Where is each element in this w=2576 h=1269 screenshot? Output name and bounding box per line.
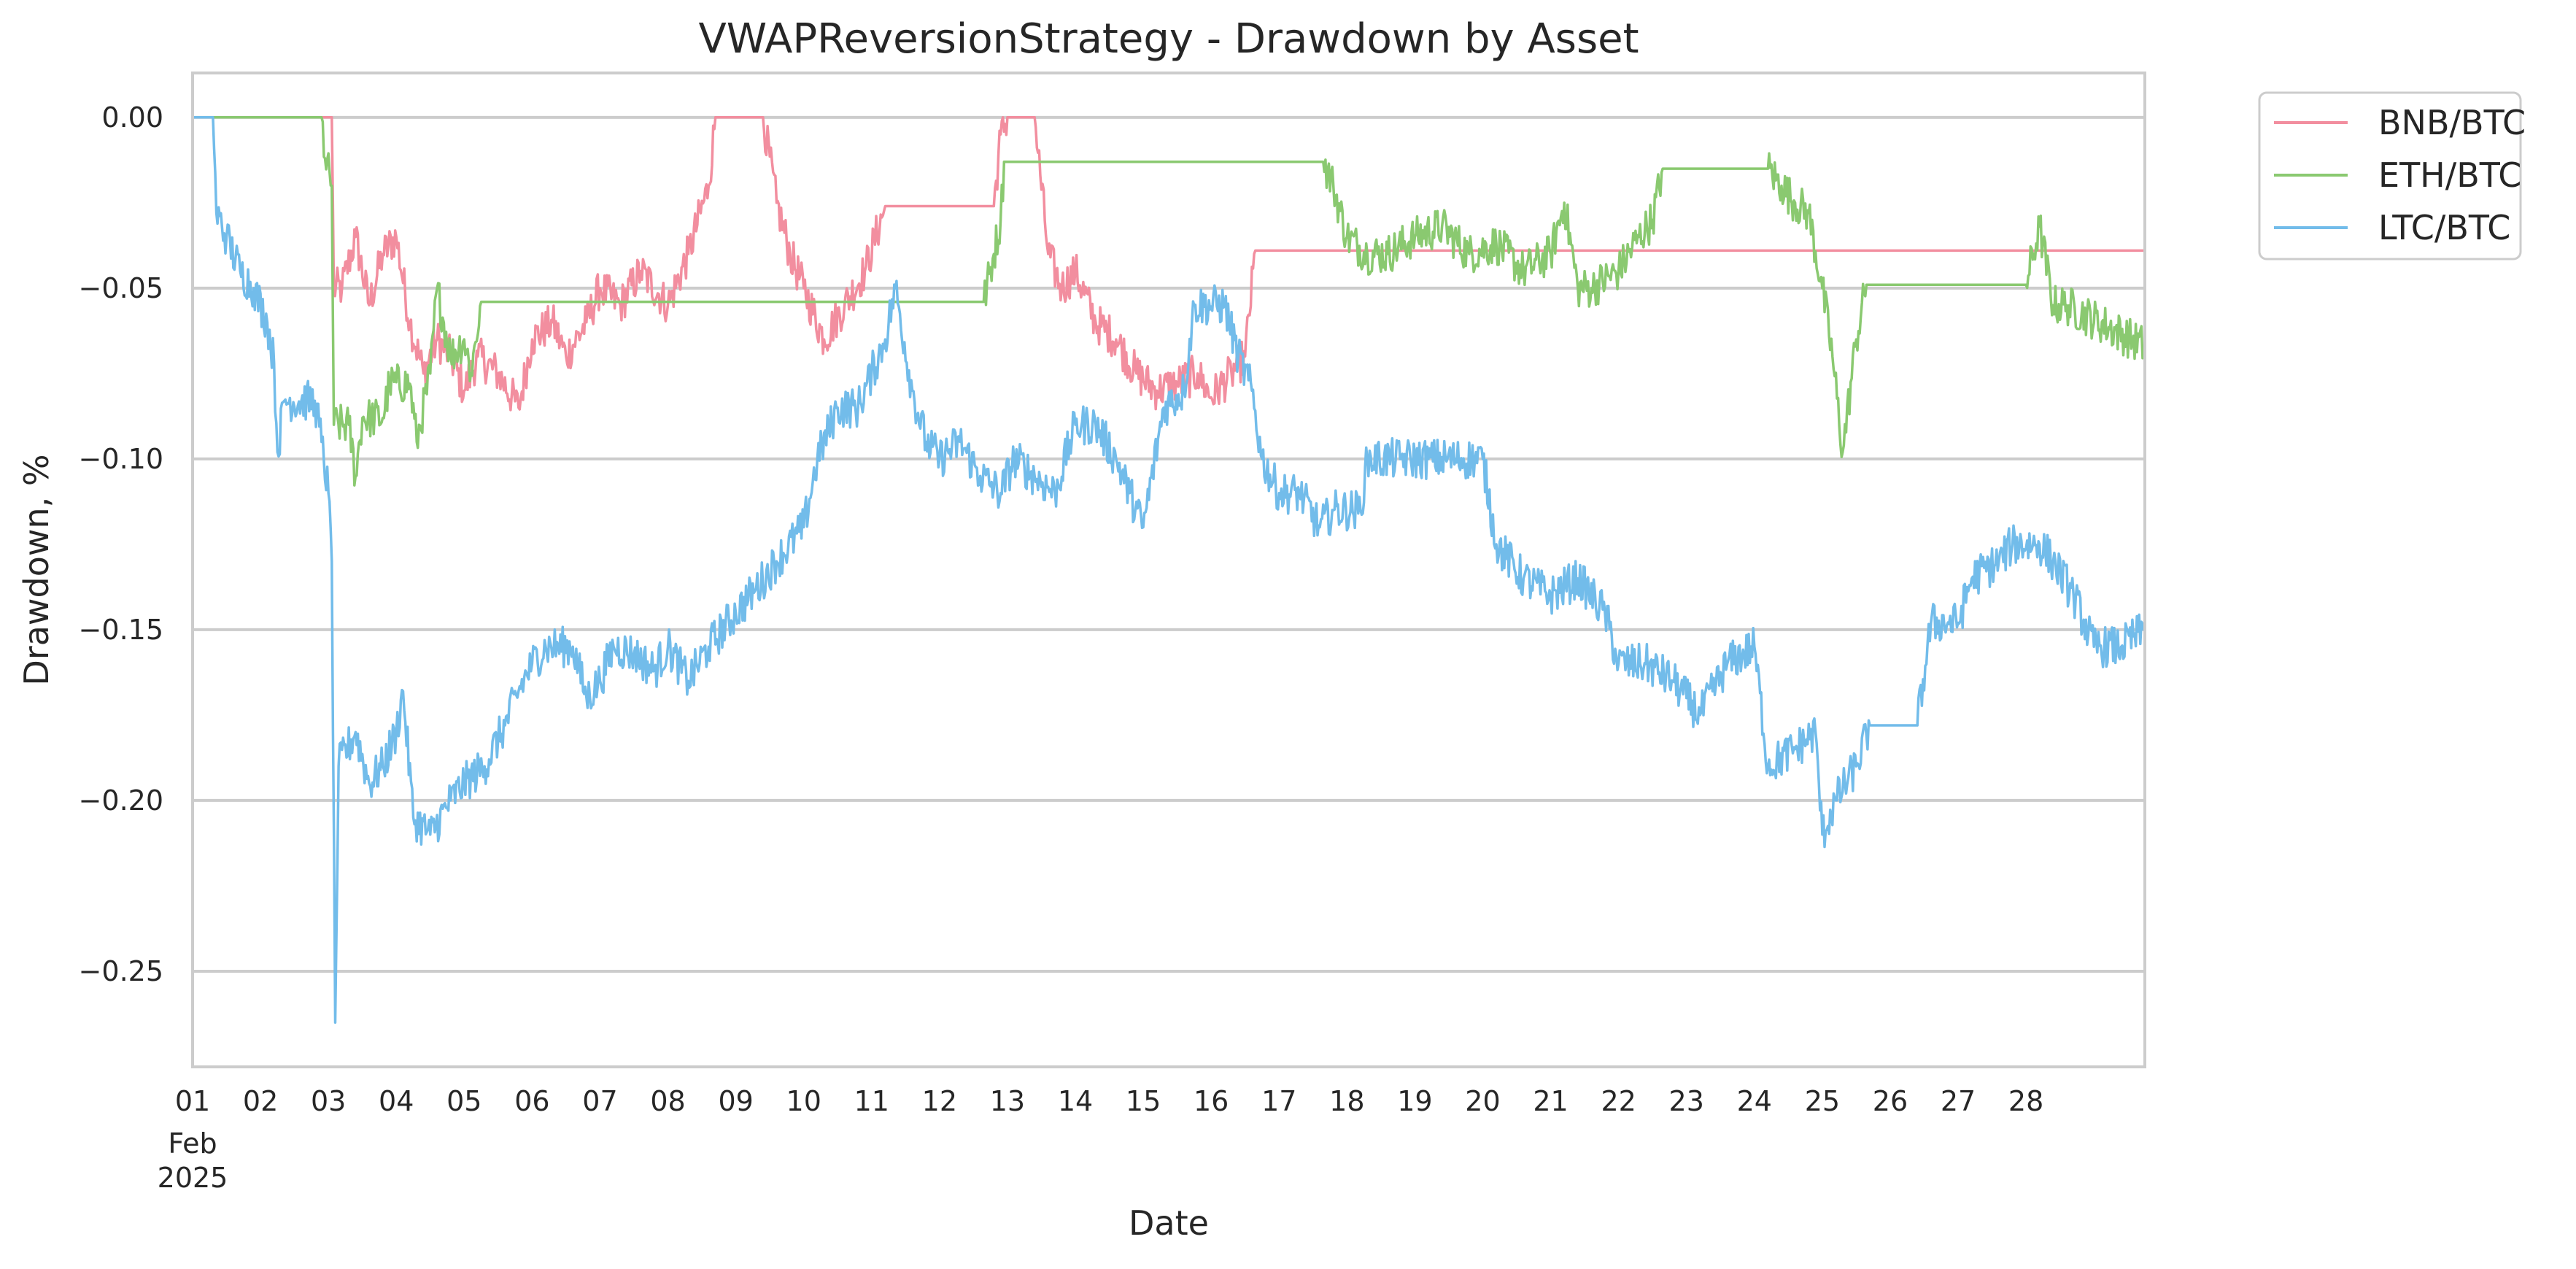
x-tick-label: 13 bbox=[990, 1085, 1025, 1117]
x-tick-label: 08 bbox=[650, 1085, 685, 1117]
x-tick-label: 16 bbox=[1194, 1085, 1229, 1117]
x-tick-label: 11 bbox=[854, 1085, 889, 1117]
legend-label-ltc: LTC/BTC bbox=[2378, 208, 2510, 247]
plot-area-frame bbox=[191, 72, 2146, 1068]
series-line-eth bbox=[193, 116, 2146, 487]
x-axis-label: Date bbox=[1129, 1203, 1209, 1243]
x-tick-label: 23 bbox=[1669, 1085, 1704, 1117]
x-tick-label: 19 bbox=[1397, 1085, 1432, 1117]
x-tick-label: 01 bbox=[175, 1085, 210, 1117]
x-tick-label: 18 bbox=[1329, 1085, 1364, 1117]
x-axis-month-label: Feb bbox=[168, 1127, 217, 1160]
x-tick-label: 10 bbox=[786, 1085, 821, 1117]
legend-label-eth: ETH/BTC bbox=[2378, 155, 2521, 195]
y-tick-label: −0.20 bbox=[79, 784, 163, 817]
x-tick-label: 06 bbox=[514, 1085, 549, 1117]
x-tick-label: 05 bbox=[446, 1085, 481, 1117]
x-tick-label: 24 bbox=[1737, 1085, 1772, 1117]
x-tick-label: 17 bbox=[1261, 1085, 1296, 1117]
x-tick-label: 09 bbox=[718, 1085, 753, 1117]
x-tick-label: 07 bbox=[582, 1085, 617, 1117]
x-tick-label: 28 bbox=[2008, 1085, 2043, 1117]
x-tick-label: 04 bbox=[379, 1085, 414, 1117]
y-tick-label: −0.25 bbox=[79, 955, 163, 987]
y-tick-label: −0.10 bbox=[79, 443, 163, 475]
series-line-ltc bbox=[193, 116, 2146, 1024]
x-tick-label: 26 bbox=[1873, 1085, 1908, 1117]
x-tick-label: 14 bbox=[1058, 1085, 1093, 1117]
x-tick-label: 27 bbox=[1941, 1085, 1976, 1117]
x-axis-year-label: 2025 bbox=[158, 1162, 228, 1194]
y-axis-label: Drawdown, % bbox=[17, 454, 56, 685]
legend-label-bnb: BNB/BTC bbox=[2378, 103, 2526, 142]
y-axis-ticks: 0.00 −0.05 −0.10 −0.15 −0.20 −0.25 bbox=[79, 101, 163, 987]
y-tick-label: −0.15 bbox=[79, 614, 163, 646]
x-tick-label: 20 bbox=[1465, 1085, 1500, 1117]
y-tick-label: 0.00 bbox=[101, 101, 163, 134]
y-tick-label: −0.05 bbox=[79, 272, 163, 304]
x-tick-label: 03 bbox=[311, 1085, 346, 1117]
chart-title: VWAPReversionStrategy - Drawdown by Asse… bbox=[698, 15, 1639, 63]
x-tick-label: 02 bbox=[243, 1085, 278, 1117]
series-lines bbox=[193, 116, 2146, 1024]
legend: BNB/BTC ETH/BTC LTC/BTC bbox=[2258, 91, 2526, 261]
grid-lines bbox=[193, 115, 2145, 973]
x-tick-label: 25 bbox=[1805, 1085, 1840, 1117]
x-tick-label: 21 bbox=[1533, 1085, 1568, 1117]
x-tick-label: 12 bbox=[922, 1085, 957, 1117]
x-axis-ticks: 01 02 03 04 05 06 07 08 09 10 11 12 13 14 15 16 17 18 19 20… bbox=[175, 1085, 2043, 1117]
x-tick-label: 22 bbox=[1601, 1085, 1636, 1117]
legend-frame bbox=[2258, 91, 2522, 261]
x-tick-label: 15 bbox=[1126, 1085, 1161, 1117]
